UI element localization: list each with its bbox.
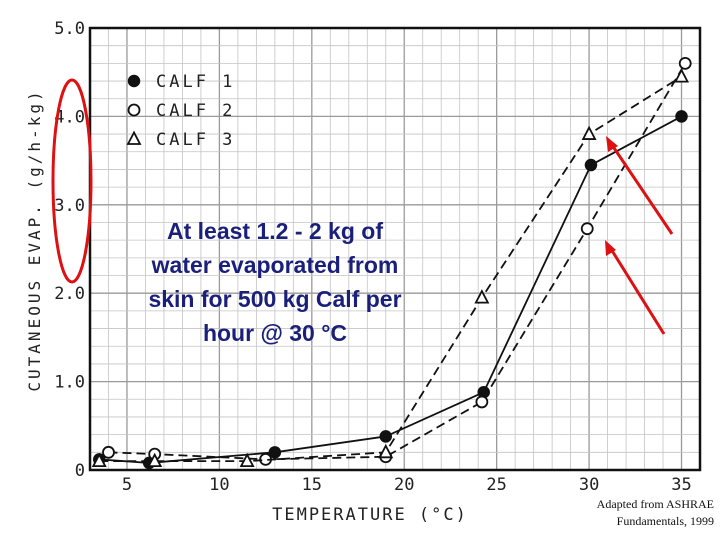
legend-entry: CALF 3 (126, 130, 235, 150)
x-tick-label: 15 (302, 475, 322, 495)
x-axis-label: TEMPERATURE (°C) (272, 505, 468, 525)
y-tick-label: 3.0 (54, 196, 85, 216)
x-tick-label: 25 (486, 475, 506, 495)
series-3 (91, 68, 689, 468)
annotation-text: At least 1.2 - 2 kg of water evaporated … (100, 214, 450, 350)
annotation-line: At least 1.2 - 2 kg of (166, 218, 383, 244)
data-point (678, 56, 692, 70)
data-point (102, 445, 115, 459)
legend-label: CALF 3 (156, 130, 235, 150)
annotation-line: skin for 500 kg Calf per (148, 286, 402, 312)
legend-entry: CALF 2 (127, 101, 235, 121)
y-tick-label: 4.0 (54, 107, 85, 127)
legend: CALF 1 CALF 2 CALF 3 (126, 72, 235, 150)
x-tick-label: 30 (579, 475, 599, 495)
legend-entry: CALF 1 (127, 72, 235, 92)
data-point (127, 103, 141, 117)
grid-lines (89, 27, 701, 471)
data-point (675, 110, 688, 123)
y-tick-label: 0 (75, 461, 85, 481)
annotation-line: water evaporated from (151, 252, 399, 278)
y-tick-label: 1.0 (54, 373, 85, 393)
data-point (674, 68, 689, 83)
data-point (475, 395, 489, 409)
arrow-upper (606, 136, 674, 235)
credit-line-2: Fundamentals, 1999 (616, 514, 714, 528)
plot-frame (88, 26, 702, 472)
data-point (126, 130, 142, 145)
data-point (379, 430, 393, 443)
data-point (91, 452, 107, 468)
data-point (378, 443, 394, 459)
data-point (147, 452, 163, 468)
data-point (268, 446, 282, 459)
data-point (474, 289, 490, 304)
annotation-line: hour @ 30 °C (202, 320, 348, 346)
arrow-lower (605, 240, 666, 335)
data-point (580, 222, 594, 236)
legend-label: CALF 1 (156, 72, 235, 92)
data-point (127, 74, 141, 88)
y-tick-label: 5.0 (54, 19, 85, 39)
credit-line-1: Adapted from ASHRAE (596, 497, 714, 511)
source-credit: Adapted from ASHRAE Fundamentals, 1999 (597, 496, 714, 530)
data-point (584, 158, 598, 172)
y-tick-label: 2.0 (54, 284, 85, 304)
y-axis-label: CUTANEOUS EVAP. (g/h-kg) (25, 88, 44, 391)
x-tick-label: 35 (671, 475, 691, 495)
axis-ticks: 5 10 15 20 25 30 35 0 1.0 2.0 3.0 4.0 5.0 (54, 19, 691, 495)
legend-label: CALF 2 (156, 101, 235, 121)
data-point (581, 125, 597, 140)
x-tick-label: 5 (122, 475, 132, 495)
series-layer (91, 56, 692, 470)
x-tick-label: 20 (394, 475, 414, 495)
data-point (239, 452, 255, 468)
x-tick-label: 10 (209, 475, 229, 495)
highlight-ellipse (51, 78, 93, 284)
